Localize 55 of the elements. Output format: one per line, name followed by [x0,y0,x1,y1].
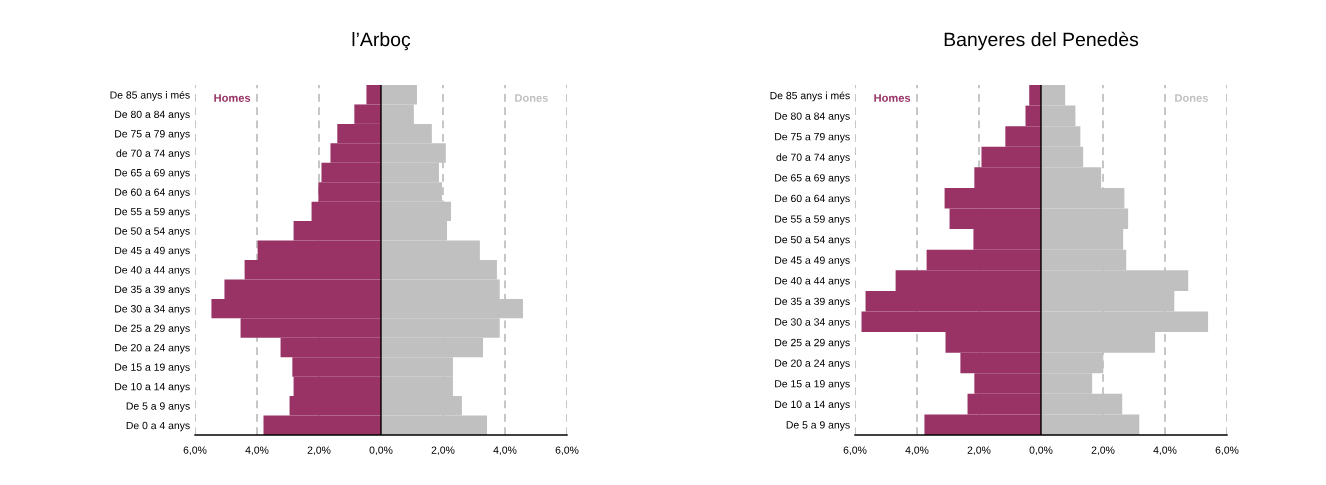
y-tick-label: De 80 a 84 anys [115,110,190,121]
y-tick-label: De 85 anys i més [770,91,850,102]
y-tick-label: De 10 a 14 anys [115,382,190,393]
y-tick-label: De 30 a 34 anys [115,305,190,315]
y-tick-label: De 5 a 9 anys [126,402,190,412]
y-tick-label: De 35 a 39 anys [775,297,850,308]
x-tick-label: 4,0% [493,446,517,455]
y-tick-label: De 15 a 19 anys [775,380,850,390]
y-tick-label: De 80 a 84 anys [775,112,850,122]
y-tick-label: de 70 a 74 anys [116,149,190,159]
x-tick-label: 6,0% [1215,446,1239,455]
x-tick-label: 0,0% [369,446,393,455]
text: Dones [1175,94,1208,102]
y-tick-label: De 75 a 79 anys [775,132,850,143]
y-tick-label: De 65 a 69 anys [115,169,190,179]
text: Homes [214,94,251,102]
y-tick-label: De 50 a 54 anys [115,227,190,237]
x-tick-label: 6,0% [843,446,867,455]
y-tick-label: De 55 a 59 anys [115,207,190,218]
x-tick-label: 0,0% [1029,446,1053,455]
y-tick-label: De 15 a 19 anys [115,363,190,373]
y-tick-label: De 55 a 59 anys [775,215,850,225]
y-tick-label: De 50 a 54 anys [775,235,850,246]
y-tick-label: De 25 a 29 anys [775,338,850,349]
text: Dones [515,94,548,102]
y-tick-label: De 30 a 34 anys [775,318,850,328]
chart-title: l’Arboç [352,32,411,51]
y-tick-label: De 45 a 49 anys [775,256,850,266]
x-tick-label: 6,0% [555,446,579,455]
y-tick-label: De 75 a 79 anys [115,130,190,140]
y-tick-label: De 65 a 69 anys [775,174,850,184]
y-tick-label: De 60 a 64 anys [115,188,190,198]
y-tick-label: De 60 a 64 anys [775,194,850,205]
y-tick-label: De 85 anys i més [110,90,190,101]
x-tick-label: 4,0% [905,446,929,455]
x-tick-label: 4,0% [1153,446,1177,455]
y-tick-label: De 40 a 44 anys [115,266,190,276]
x-tick-label: 2,0% [1091,446,1115,455]
x-tick-label: 2,0% [307,446,331,455]
y-tick-label: De 20 a 24 anys [115,344,190,354]
x-tick-label: 2,0% [967,446,991,455]
y-tick-label: de 70 a 74 anys [776,153,850,163]
y-tick-label: De 5 a 9 anys [786,421,850,431]
y-tick-label: De 35 a 39 anys [115,285,190,296]
x-tick-label: 2,0% [431,446,455,455]
x-tick-label: 4,0% [245,446,269,455]
y-tick-label: De 45 a 49 anys [115,246,190,257]
y-tick-label: De 40 a 44 anys [775,277,850,287]
x-tick-label: 6,0% [183,446,207,455]
y-tick-label: De 10 a 14 anys [775,400,850,411]
y-tick-label: De 0 a 4 anys [126,421,190,432]
y-tick-label: De 20 a 24 anys [775,359,850,369]
y-tick-label: De 25 a 29 anys [115,324,190,334]
chart-title: Banyeres del Penedès [944,31,1139,51]
text: Homes [874,94,911,102]
